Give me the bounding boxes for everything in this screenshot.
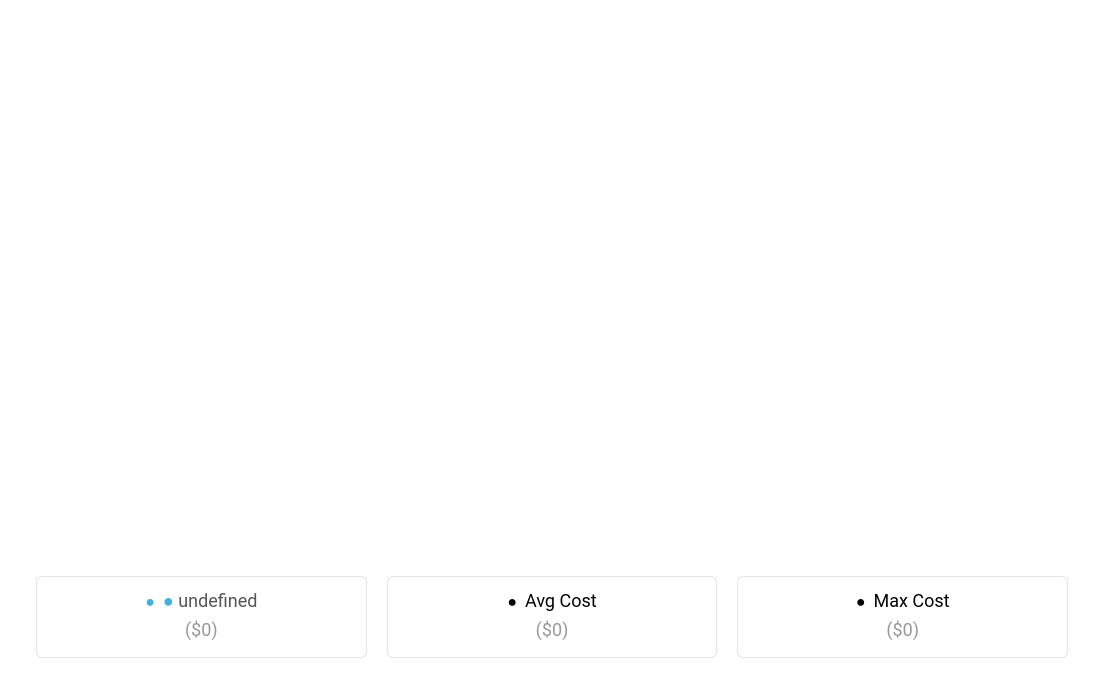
- legend-value-avg: ($0): [388, 620, 717, 641]
- legend-title-avg: Avg Cost: [388, 591, 717, 612]
- legend-title-max: Max Cost: [738, 591, 1067, 612]
- legend-card-max: Max Cost ($0): [737, 576, 1068, 658]
- legend-value-min: ($0): [37, 620, 366, 641]
- legend-title-min: ● undefined: [37, 591, 366, 612]
- legend-card-min: ● undefined ($0): [36, 576, 367, 658]
- gauge: [0, 0, 1104, 560]
- legend-value-max: ($0): [738, 620, 1067, 641]
- gauge-svg: [0, 0, 1104, 560]
- legend-card-avg: Avg Cost ($0): [387, 576, 718, 658]
- gauge-cost-chart: ● undefined ($0) Avg Cost ($0) Max Cost …: [0, 0, 1104, 690]
- legend: ● undefined ($0) Avg Cost ($0) Max Cost …: [36, 576, 1068, 658]
